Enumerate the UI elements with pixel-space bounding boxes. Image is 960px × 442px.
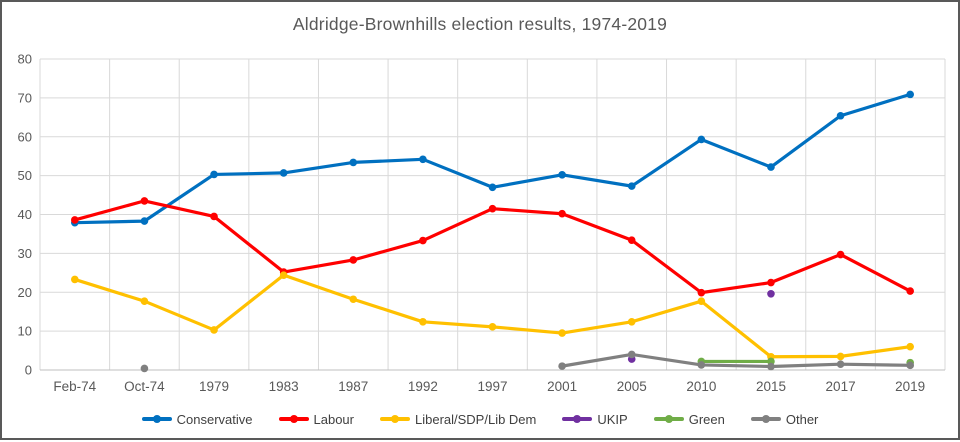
data-point-liberal-sdp-lib-dem bbox=[836, 352, 845, 361]
series-line-liberal-sdp-lib-dem bbox=[73, 273, 912, 359]
data-point-labour bbox=[210, 212, 218, 221]
y-tick-label: 50 bbox=[18, 168, 32, 183]
data-point-labour bbox=[71, 216, 79, 224]
legend-marker-dot bbox=[390, 415, 399, 423]
chart-legend: Conservative Labour Liberal/SDP/Lib Dem UKI… bbox=[2, 408, 958, 430]
data-point-liberal-sdp-lib-dem bbox=[419, 317, 427, 326]
y-tick-label: 80 bbox=[18, 52, 32, 67]
x-tick-label: Feb-74 bbox=[53, 379, 96, 394]
y-tick-label: 0 bbox=[25, 363, 32, 378]
legend-label: Labour bbox=[313, 411, 354, 427]
x-tick-label: 1979 bbox=[199, 379, 229, 394]
y-tick-label: 70 bbox=[18, 90, 32, 105]
data-point-conservative bbox=[349, 158, 358, 167]
legend-item-liberal-sdp-lib-dem: Liberal/SDP/Lib Dem bbox=[379, 411, 537, 427]
legend-marker-icon bbox=[750, 415, 781, 424]
data-point-conservative bbox=[279, 169, 288, 177]
legend-marker-dot bbox=[289, 415, 298, 423]
data-point-other bbox=[906, 361, 914, 370]
x-tick-label: 2010 bbox=[686, 379, 716, 394]
data-point-labour bbox=[697, 288, 706, 297]
legend-marker-dot bbox=[152, 415, 161, 423]
y-tick-label: 10 bbox=[18, 324, 32, 339]
x-tick-label: 2005 bbox=[617, 379, 647, 394]
data-point-conservative bbox=[627, 182, 636, 190]
legend-marker-icon bbox=[562, 415, 593, 424]
legend-label: Other bbox=[785, 411, 819, 427]
legend-label: Green bbox=[688, 411, 725, 427]
x-tick-label: 2001 bbox=[547, 379, 577, 394]
y-tick-label: 40 bbox=[18, 207, 32, 222]
legend-marker-icon bbox=[379, 415, 410, 424]
data-point-liberal-sdp-lib-dem bbox=[697, 297, 706, 305]
x-tick-label: 2017 bbox=[826, 379, 856, 394]
data-point-other bbox=[558, 362, 566, 370]
data-point-labour bbox=[558, 209, 566, 218]
series-line-other bbox=[560, 352, 912, 369]
x-tick-label: 2019 bbox=[895, 379, 925, 394]
legend-marker-dot bbox=[573, 415, 582, 423]
y-tick-label: 60 bbox=[18, 129, 32, 144]
legend-marker-dot bbox=[761, 415, 770, 423]
data-point-conservative bbox=[697, 135, 706, 144]
legend-item-labour: Labour bbox=[278, 411, 354, 427]
data-point-labour bbox=[488, 204, 497, 213]
data-point-conservative bbox=[488, 183, 497, 192]
data-point-conservative bbox=[210, 170, 218, 179]
legend-marker-icon bbox=[653, 415, 684, 424]
data-point-liberal-sdp-lib-dem bbox=[349, 295, 358, 304]
x-tick-label: 1992 bbox=[408, 379, 438, 394]
data-point-other bbox=[697, 361, 706, 369]
legend-label: Liberal/SDP/Lib Dem bbox=[414, 411, 537, 427]
y-tick-label: 30 bbox=[18, 246, 32, 261]
legend-item-green: Green bbox=[653, 411, 725, 427]
data-point-liberal-sdp-lib-dem bbox=[627, 317, 636, 326]
data-point-liberal-sdp-lib-dem bbox=[279, 271, 288, 279]
data-point-liberal-sdp-lib-dem bbox=[210, 326, 218, 334]
series-line-conservative bbox=[73, 92, 912, 225]
data-point-ukip bbox=[767, 290, 775, 298]
data-point-labour bbox=[767, 278, 775, 287]
data-point-labour bbox=[140, 197, 149, 205]
data-point-labour bbox=[419, 236, 427, 245]
data-point-liberal-sdp-lib-dem bbox=[906, 342, 914, 351]
x-tick-label: 1987 bbox=[338, 379, 368, 394]
data-point-conservative bbox=[767, 163, 775, 171]
data-point-other bbox=[627, 350, 636, 359]
data-point-liberal-sdp-lib-dem bbox=[71, 275, 79, 284]
legend-label: UKIP bbox=[597, 411, 628, 427]
legend-item-ukip: UKIP bbox=[562, 411, 628, 427]
data-point-other bbox=[140, 364, 149, 373]
data-point-labour bbox=[627, 236, 636, 244]
legend-marker-icon bbox=[278, 415, 309, 424]
data-point-conservative bbox=[558, 171, 566, 179]
data-point-liberal-sdp-lib-dem bbox=[558, 329, 566, 337]
legend-label: Conservative bbox=[176, 411, 253, 427]
data-point-conservative bbox=[836, 111, 845, 120]
y-tick-label: 20 bbox=[18, 285, 32, 300]
data-point-labour bbox=[906, 287, 914, 295]
legend-marker-icon bbox=[141, 415, 172, 424]
data-point-conservative bbox=[419, 155, 427, 164]
data-point-other bbox=[767, 362, 775, 371]
legend-item-other: Other bbox=[750, 411, 819, 427]
data-point-labour bbox=[349, 256, 358, 264]
chart-title: Aldridge-Brownhills election results, 19… bbox=[292, 14, 668, 34]
x-tick-label: 1983 bbox=[269, 379, 299, 394]
data-point-conservative bbox=[140, 217, 149, 225]
data-point-liberal-sdp-lib-dem bbox=[488, 323, 497, 331]
data-point-other bbox=[836, 360, 845, 368]
x-tick-label: 2015 bbox=[756, 379, 786, 394]
data-point-conservative bbox=[906, 90, 914, 99]
legend-marker-dot bbox=[664, 415, 673, 423]
data-point-labour bbox=[836, 250, 845, 259]
x-tick-label: 1997 bbox=[477, 379, 507, 394]
legend-item-conservative: Conservative bbox=[141, 411, 253, 427]
x-tick-label: Oct-74 bbox=[124, 379, 165, 394]
data-point-liberal-sdp-lib-dem bbox=[140, 297, 149, 305]
